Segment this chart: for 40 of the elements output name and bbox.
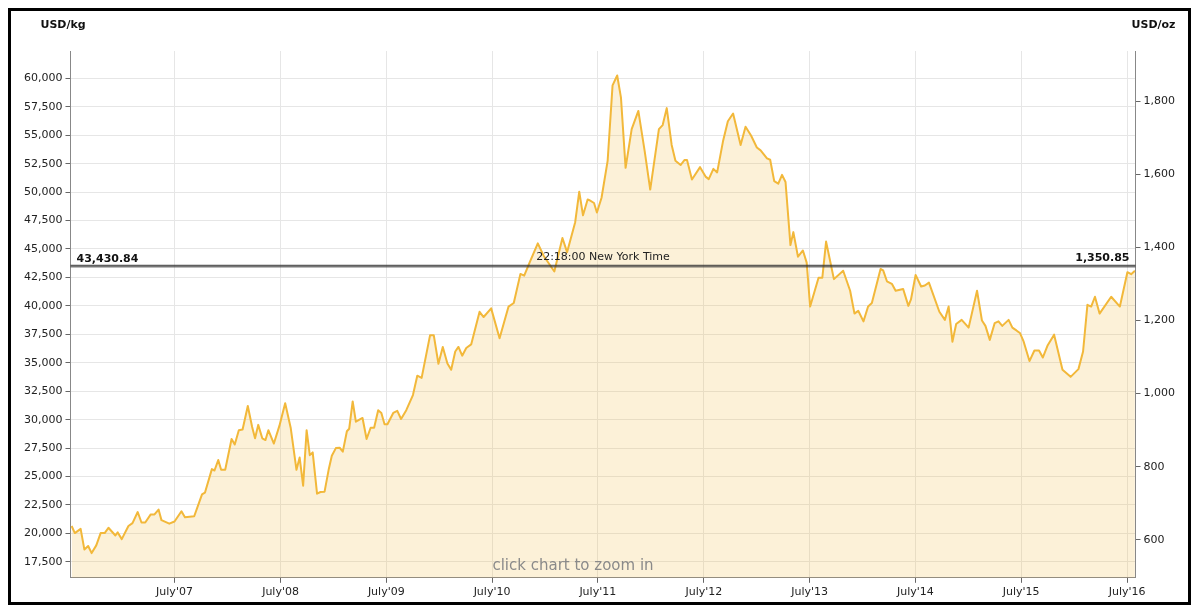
x-tick-label: July'14 [895,585,934,599]
y-tick-label: 37,500 [23,327,63,341]
y-tick-label: 60,000 [23,71,63,85]
y-tick-label: 30,000 [23,412,63,426]
y2-tick-label: 1,600 [1143,167,1176,181]
y2-tick-label: 600 [1143,532,1165,546]
annotation: click chart to zoom in [492,556,654,575]
y-tick-label: 55,000 [23,128,63,142]
x-tick-label: July'08 [261,585,299,599]
y-tick-label: 45,000 [23,241,63,255]
y-tick-label: 20,000 [23,526,63,540]
y-tick-label: 35,000 [23,355,63,369]
y2-axis-title: USD/oz [1131,18,1176,32]
x-tick-label: July'10 [472,585,511,599]
x-tick-label: July'12 [684,585,723,599]
y-tick-label: 50,000 [23,184,63,198]
y2-tick-label: 1,000 [1143,386,1176,400]
y2-tick-label: 1,800 [1143,93,1176,107]
y-tick-label: 52,500 [23,156,63,170]
y2-tick-label: 800 [1143,459,1165,473]
x-tick-label: July'15 [1001,585,1040,599]
x-tick-label: July'16 [1107,585,1146,599]
x-tick-label: July'13 [790,585,828,599]
y-tick-label: 47,500 [23,213,63,227]
y-tick-label: 32,500 [23,384,63,398]
y-tick-label: 57,500 [23,99,63,113]
y-tick-label: 40,000 [23,298,63,312]
y-tick-label: 22,500 [23,497,63,511]
y-tick-label: 42,500 [23,270,63,284]
ref-line-label: 1,350.85 [1075,250,1130,264]
x-tick-label: July'07 [155,585,193,599]
x-tick-label: July'11 [578,585,617,599]
y2-tick-label: 1,200 [1143,313,1176,327]
y-tick-label: 27,500 [23,440,63,454]
y-tick-label: 25,000 [23,469,63,483]
x-tick-label: July'09 [366,585,405,599]
y2-tick-label: 1,400 [1143,240,1176,254]
y-axis-title: USD/kg [40,18,86,32]
y-tick-label: 17,500 [23,554,63,568]
ref-line-label: 43,430.84 [76,252,139,266]
